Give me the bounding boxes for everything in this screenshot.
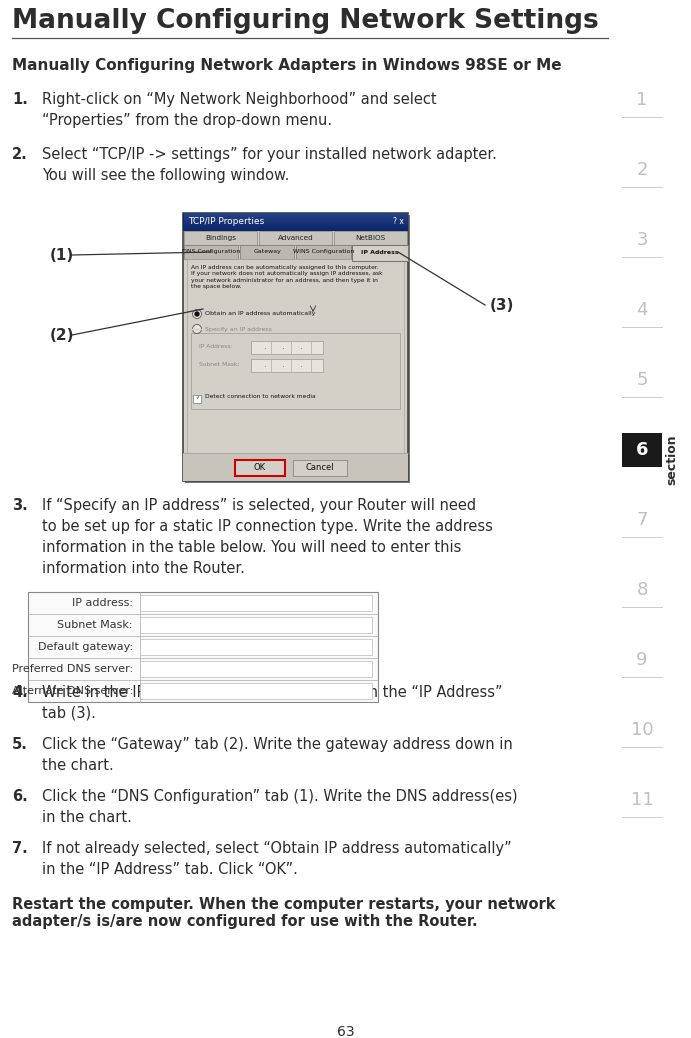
FancyBboxPatch shape <box>296 245 351 260</box>
FancyBboxPatch shape <box>622 433 662 467</box>
Text: Specify an IP address: Specify an IP address <box>205 327 272 331</box>
FancyBboxPatch shape <box>183 213 408 481</box>
Text: .: . <box>296 344 307 350</box>
Text: An IP address can be automatically assigned to this computer.
If your network do: An IP address can be automatically assig… <box>191 265 383 290</box>
Text: Click the “DNS Configuration” tab (1). Write the DNS address(es)
in the chart.: Click the “DNS Configuration” tab (1). W… <box>42 789 518 825</box>
Text: 5: 5 <box>636 371 647 389</box>
Circle shape <box>195 312 199 316</box>
Text: 63: 63 <box>337 1025 354 1038</box>
Text: .: . <box>278 362 290 368</box>
Text: 10: 10 <box>631 721 653 739</box>
Text: Write in the IP address and subnet mask from the “IP Address”
tab (3).: Write in the IP address and subnet mask … <box>42 685 502 721</box>
Text: Right-click on “My Network Neighborhood” and select
“Properties” from the drop-d: Right-click on “My Network Neighborhood”… <box>42 92 437 128</box>
Text: Click the “Gateway” tab (2). Write the gateway address down in
the chart.: Click the “Gateway” tab (2). Write the g… <box>42 737 513 773</box>
Text: Detect connection to network media: Detect connection to network media <box>205 394 316 400</box>
Text: If “Specify an IP address” is selected, your Router will need
to be set up for a: If “Specify an IP address” is selected, … <box>42 498 493 576</box>
FancyBboxPatch shape <box>28 592 378 702</box>
Text: Advanced: Advanced <box>278 235 314 241</box>
Text: 1: 1 <box>636 91 647 109</box>
FancyBboxPatch shape <box>251 359 323 372</box>
Text: Bindings: Bindings <box>205 235 236 241</box>
Text: Subnet Mask:: Subnet Mask: <box>199 362 240 367</box>
Text: .: . <box>261 344 272 350</box>
Text: OK: OK <box>254 464 266 472</box>
Text: 4.: 4. <box>12 685 28 700</box>
Text: .: . <box>296 362 307 368</box>
FancyBboxPatch shape <box>185 215 410 483</box>
Text: (3): (3) <box>490 298 514 312</box>
FancyBboxPatch shape <box>140 683 372 699</box>
Text: WINS Configuration: WINS Configuration <box>293 249 354 254</box>
Text: ? x: ? x <box>393 218 404 226</box>
Text: IP Address:: IP Address: <box>199 345 232 350</box>
Text: .: . <box>278 344 290 350</box>
Circle shape <box>193 309 202 319</box>
Text: 7: 7 <box>636 511 647 529</box>
FancyBboxPatch shape <box>235 460 285 476</box>
FancyBboxPatch shape <box>251 342 323 354</box>
Text: Manually Configuring Network Adapters in Windows 98SE or Me: Manually Configuring Network Adapters in… <box>12 58 562 73</box>
Text: section: section <box>665 435 679 486</box>
Text: 3.: 3. <box>12 498 28 513</box>
FancyBboxPatch shape <box>183 213 408 231</box>
Text: IP address:: IP address: <box>72 598 133 608</box>
FancyBboxPatch shape <box>352 245 408 261</box>
Text: 3: 3 <box>636 231 647 249</box>
Circle shape <box>193 325 202 333</box>
FancyBboxPatch shape <box>240 245 294 260</box>
Text: TCP/IP Properties: TCP/IP Properties <box>188 218 264 226</box>
Text: (1): (1) <box>50 247 74 263</box>
FancyBboxPatch shape <box>193 395 201 403</box>
Text: Obtain an IP address automatically: Obtain an IP address automatically <box>205 311 315 317</box>
Text: 9: 9 <box>636 651 647 670</box>
Text: 4: 4 <box>636 301 647 319</box>
Text: 6: 6 <box>636 441 648 459</box>
Text: 2.: 2. <box>12 147 28 162</box>
FancyBboxPatch shape <box>184 245 238 260</box>
FancyBboxPatch shape <box>184 231 257 245</box>
FancyBboxPatch shape <box>140 617 372 633</box>
FancyBboxPatch shape <box>140 595 372 611</box>
Text: 1.: 1. <box>12 92 28 107</box>
Text: Restart the computer. When the computer restarts, your network: Restart the computer. When the computer … <box>12 897 556 912</box>
Text: Preferred DNS server:: Preferred DNS server: <box>12 664 133 674</box>
Text: Gateway: Gateway <box>254 249 281 254</box>
FancyBboxPatch shape <box>140 661 372 677</box>
Text: Manually Configuring Network Settings: Manually Configuring Network Settings <box>12 8 598 34</box>
Text: Cancel: Cancel <box>305 464 334 472</box>
Text: NetBIOS: NetBIOS <box>355 235 386 241</box>
Text: If not already selected, select “Obtain IP address automatically”
in the “IP Add: If not already selected, select “Obtain … <box>42 841 512 877</box>
Text: 2: 2 <box>636 161 647 179</box>
FancyBboxPatch shape <box>259 231 332 245</box>
Text: adapter/s is/are now configured for use with the Router.: adapter/s is/are now configured for use … <box>12 914 477 929</box>
FancyBboxPatch shape <box>183 453 408 481</box>
Text: (2): (2) <box>50 328 75 343</box>
Text: 7.: 7. <box>12 841 28 856</box>
Text: 5.: 5. <box>12 737 28 752</box>
Text: Alternate DNS server:: Alternate DNS server: <box>12 686 133 696</box>
FancyBboxPatch shape <box>334 231 407 245</box>
FancyBboxPatch shape <box>293 460 347 476</box>
Text: Default gateway:: Default gateway: <box>38 641 133 652</box>
Text: 6.: 6. <box>12 789 28 804</box>
FancyBboxPatch shape <box>187 260 404 453</box>
Text: Subnet Mask:: Subnet Mask: <box>57 620 133 630</box>
Text: .: . <box>261 362 272 368</box>
Text: Select “TCP/IP -> settings” for your installed network adapter.
You will see the: Select “TCP/IP -> settings” for your ins… <box>42 147 497 183</box>
Text: 11: 11 <box>631 791 654 809</box>
Text: DNS Configuration: DNS Configuration <box>182 249 240 254</box>
FancyBboxPatch shape <box>140 639 372 655</box>
Text: ✓: ✓ <box>195 395 199 401</box>
Text: 8: 8 <box>636 581 647 599</box>
Text: IP Address: IP Address <box>361 249 399 254</box>
